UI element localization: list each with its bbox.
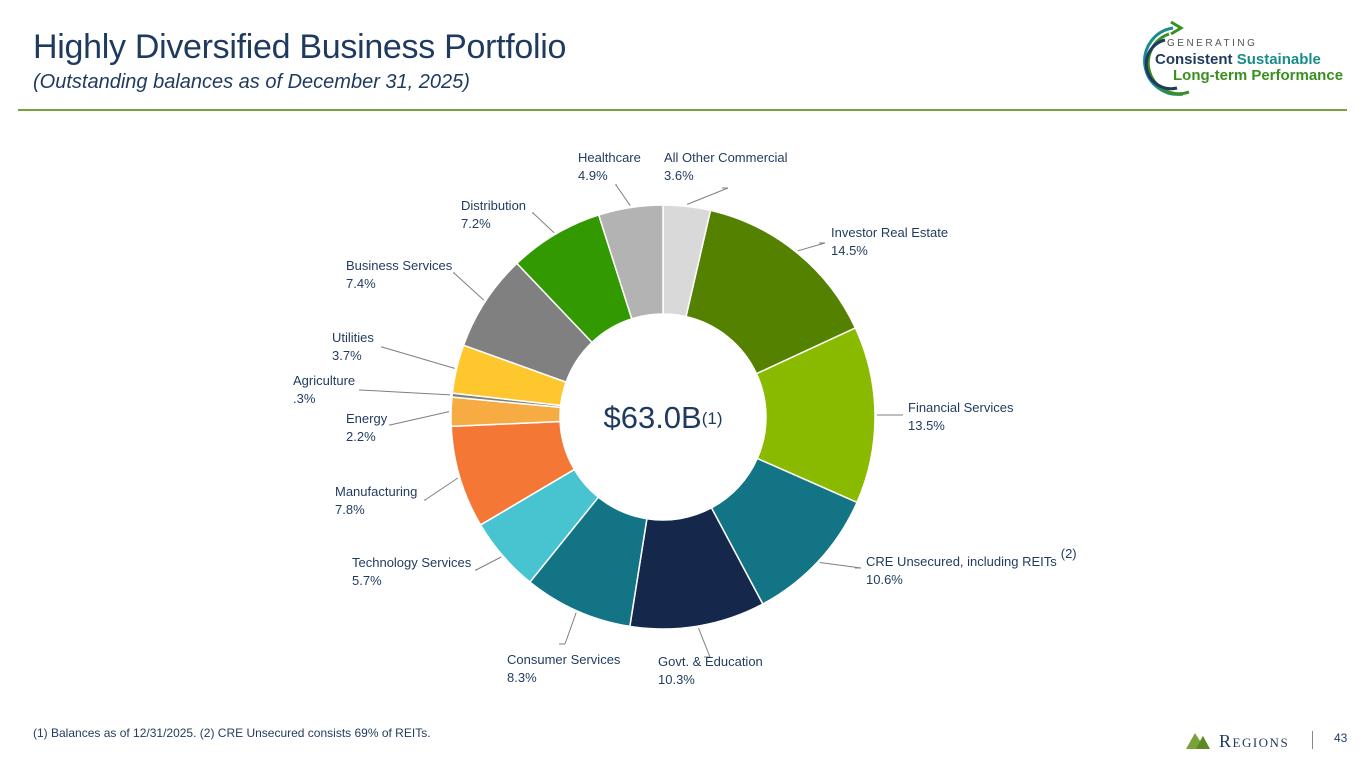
brand-name: Regions — [1219, 731, 1290, 751]
leader-line — [615, 184, 631, 206]
page-number: 43 — [1334, 731, 1348, 745]
leader-line — [797, 242, 826, 252]
slice-label: Investor Real Estate — [831, 225, 948, 240]
leader-line — [532, 212, 555, 234]
logo-line2: Long-term Performance — [1173, 67, 1344, 84]
center-total-value: $63.0B — [603, 400, 701, 435]
brand-separator — [1312, 731, 1313, 749]
footnote: (1) Balances as of 12/31/2025. (2) CRE U… — [33, 726, 431, 740]
logo-sustainable: Sustainable — [1236, 51, 1321, 68]
brand-footer: Regions 43 — [1186, 727, 1348, 753]
swirl-logo-icon — [1143, 20, 1190, 96]
leader-line — [686, 187, 729, 205]
slice-value-label: 7.2% — [461, 216, 491, 231]
leader-line — [475, 556, 502, 571]
slice-label-superscript: (2) — [1061, 546, 1077, 561]
logo-consistent: Consistent — [1155, 51, 1233, 68]
logo-generating: GENERATING — [1167, 38, 1258, 49]
slice-value-label: 10.6% — [866, 572, 903, 587]
slice-label: Govt. & Education — [658, 654, 763, 669]
slice-value-label: 3.7% — [332, 348, 362, 363]
slice-label: Agriculture — [293, 373, 355, 388]
slice-value-label: 13.5% — [908, 418, 945, 433]
center-total-superscript: (1) — [702, 409, 723, 428]
slice-label: Business Services — [346, 258, 453, 273]
slice-value-label: 5.7% — [352, 573, 382, 588]
leader-line — [564, 612, 577, 645]
slice-label: Energy — [346, 411, 388, 426]
slice-healthcare — [597, 204, 664, 320]
leader-line — [389, 411, 450, 426]
donut-slices — [450, 204, 876, 630]
slice-value-label: 8.3% — [507, 670, 537, 685]
slice-label: Financial Services — [908, 400, 1014, 415]
leader-line — [424, 477, 459, 501]
regions-triangle-icon — [1186, 733, 1210, 749]
slice-label: All Other Commercial — [664, 150, 788, 165]
slice-value-label: 2.2% — [346, 429, 376, 444]
slice-label: Manufacturing — [335, 484, 417, 499]
slice-label: Utilities — [332, 330, 374, 345]
slice-label: Technology Services — [352, 555, 472, 570]
page-title: Highly Diversified Business Portfolio — [33, 28, 567, 66]
header-divider — [18, 109, 1347, 111]
campaign-logo: GENERATING Consistent Sustainable Long-t… — [1133, 20, 1348, 100]
slice-value-label: 7.4% — [346, 276, 376, 291]
slice-label: CRE Unsecured, including REITs — [866, 554, 1057, 569]
leader-line — [453, 272, 485, 301]
leader-lines — [359, 184, 904, 658]
slice-value-label: 7.8% — [335, 502, 365, 517]
slice-value-label: 3.6% — [664, 168, 694, 183]
leader-line — [381, 346, 455, 369]
slice-label: Consumer Services — [507, 652, 621, 667]
slice-value-label: 4.9% — [578, 168, 608, 183]
slice-value-label: 10.3% — [658, 672, 695, 687]
leader-line — [698, 627, 711, 658]
slice-value-label: .3% — [293, 391, 316, 406]
slice-label: Healthcare — [578, 150, 641, 165]
slice-label: Distribution — [461, 198, 526, 213]
center-total: $63.0B(1) — [603, 400, 722, 435]
slice-labels: All Other Commercial 3.6% Investor Real Es… — [293, 150, 1077, 687]
logo-line1: Consistent Sustainable — [1155, 51, 1321, 68]
page-subtitle: (Outstanding balances as of December 31,… — [33, 71, 470, 93]
leader-line — [359, 389, 451, 396]
leader-line — [819, 562, 862, 569]
slice-value-label: 14.5% — [831, 243, 868, 258]
